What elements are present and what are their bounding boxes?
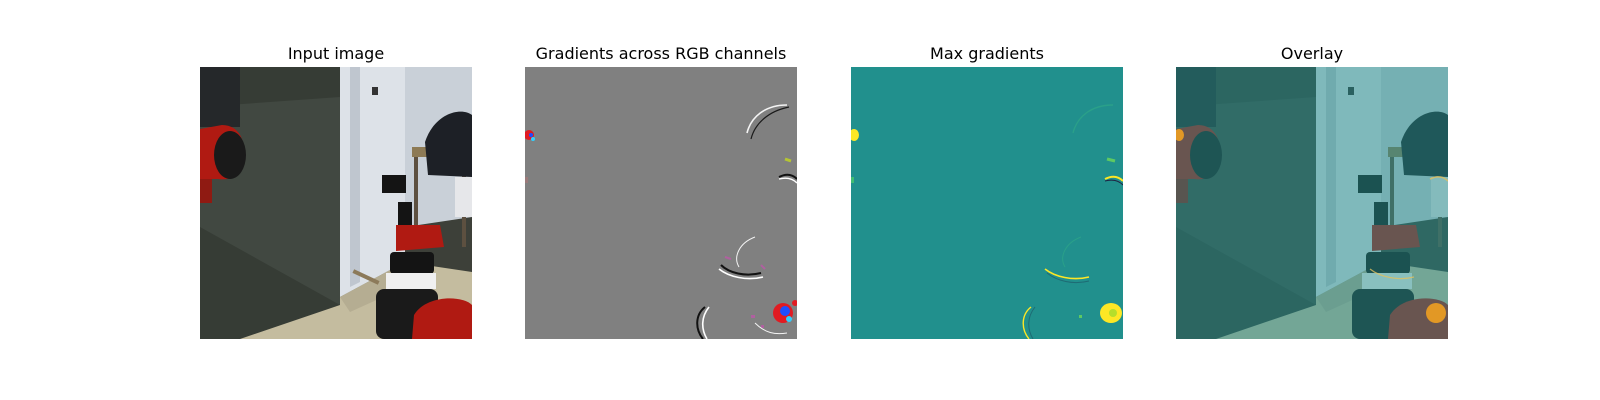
panel-title-overlay: Overlay (1280, 44, 1344, 63)
max-gradients-panel (851, 67, 1123, 339)
panel-title-gradients-rgb: Gradients across RGB channels (535, 44, 787, 63)
overlay-image (1176, 67, 1448, 339)
overlay-panel (1176, 67, 1448, 339)
gradients-rgb-map (525, 67, 797, 339)
max-gradients-map (851, 67, 1123, 339)
gradients-rgb-panel (525, 67, 797, 339)
input-image-panel (200, 67, 472, 339)
panel-title-max-gradients: Max gradients (930, 44, 1044, 63)
panel-title-input-image: Input image (287, 44, 385, 63)
input-image (200, 67, 472, 339)
